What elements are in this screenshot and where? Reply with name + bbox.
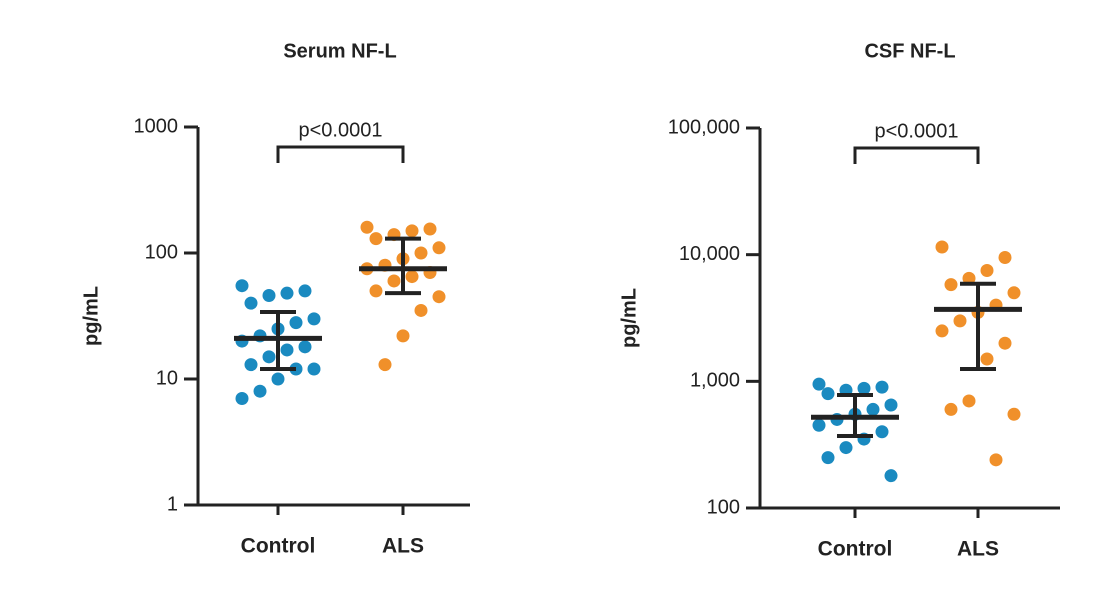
data-point [998,336,1012,350]
data-point [821,387,835,401]
data-point [387,274,401,288]
x-tick-label: ALS [957,538,999,561]
data-point [866,402,880,416]
data-point [235,279,249,293]
data-point [812,418,826,432]
data-point [405,224,419,238]
data-point [307,312,321,326]
data-point [962,271,976,285]
chart-title: Serum NF-L [283,40,396,62]
y-tick-label: 1 [167,493,178,515]
data-point [244,358,258,372]
x-tick-label: ALS [382,535,424,558]
data-point [839,441,853,455]
data-point [1007,286,1021,300]
y-tick-label: 100 [707,496,740,518]
data-point [235,392,249,406]
data-point [271,372,285,386]
data-point [280,286,294,300]
data-point [369,284,383,298]
data-point [989,453,1003,467]
data-point [998,250,1012,264]
data-point [262,288,276,302]
data-point [307,362,321,376]
data-point [884,398,898,412]
data-point [244,296,258,310]
data-point [253,384,267,398]
y-tick-label: 100,000 [668,116,740,138]
data-point [857,381,871,395]
data-point [962,394,976,408]
data-point [405,270,419,284]
data-point [378,358,392,372]
bracket [853,146,980,164]
data-point [812,377,826,391]
data-point [360,220,374,234]
data-point [432,290,446,304]
data-point [298,284,312,298]
data-point [884,469,898,483]
data-point [944,402,958,416]
data-point [1007,407,1021,421]
data-point [369,232,383,246]
data-point [953,314,967,328]
data-point [935,324,949,338]
data-point [280,343,294,357]
data-point [423,222,437,236]
data-point [944,278,958,292]
data-point [875,380,889,394]
y-axis-label: pg/mL [618,288,640,348]
y-tick-label: 10 [156,367,178,389]
annotation: p<0.0001 [875,120,959,142]
data-point [298,340,312,354]
x-tick-label: Control [818,538,893,561]
data-point [414,303,428,317]
x-tick-label: Control [241,535,316,558]
y-tick-label: 1000 [134,115,179,137]
data-point [980,352,994,366]
data-point [821,451,835,465]
chart-title: CSF NF-L [864,40,955,62]
y-tick-label: 100 [145,241,178,263]
y-axis-label: pg/mL [80,286,102,346]
y-tick-label: 10,000 [679,243,740,265]
data-point [414,246,428,260]
data-point [396,329,410,343]
data-point [262,350,276,364]
bracket [276,145,405,163]
y-tick-label: 1,000 [690,370,740,392]
data-point [935,240,949,254]
data-point [875,425,889,439]
data-point [432,241,446,255]
annotation: p<0.0001 [299,119,383,141]
data-point [289,316,303,330]
data-point [980,263,994,277]
